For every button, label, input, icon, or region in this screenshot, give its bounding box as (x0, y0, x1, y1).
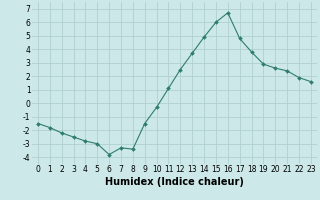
X-axis label: Humidex (Indice chaleur): Humidex (Indice chaleur) (105, 177, 244, 187)
